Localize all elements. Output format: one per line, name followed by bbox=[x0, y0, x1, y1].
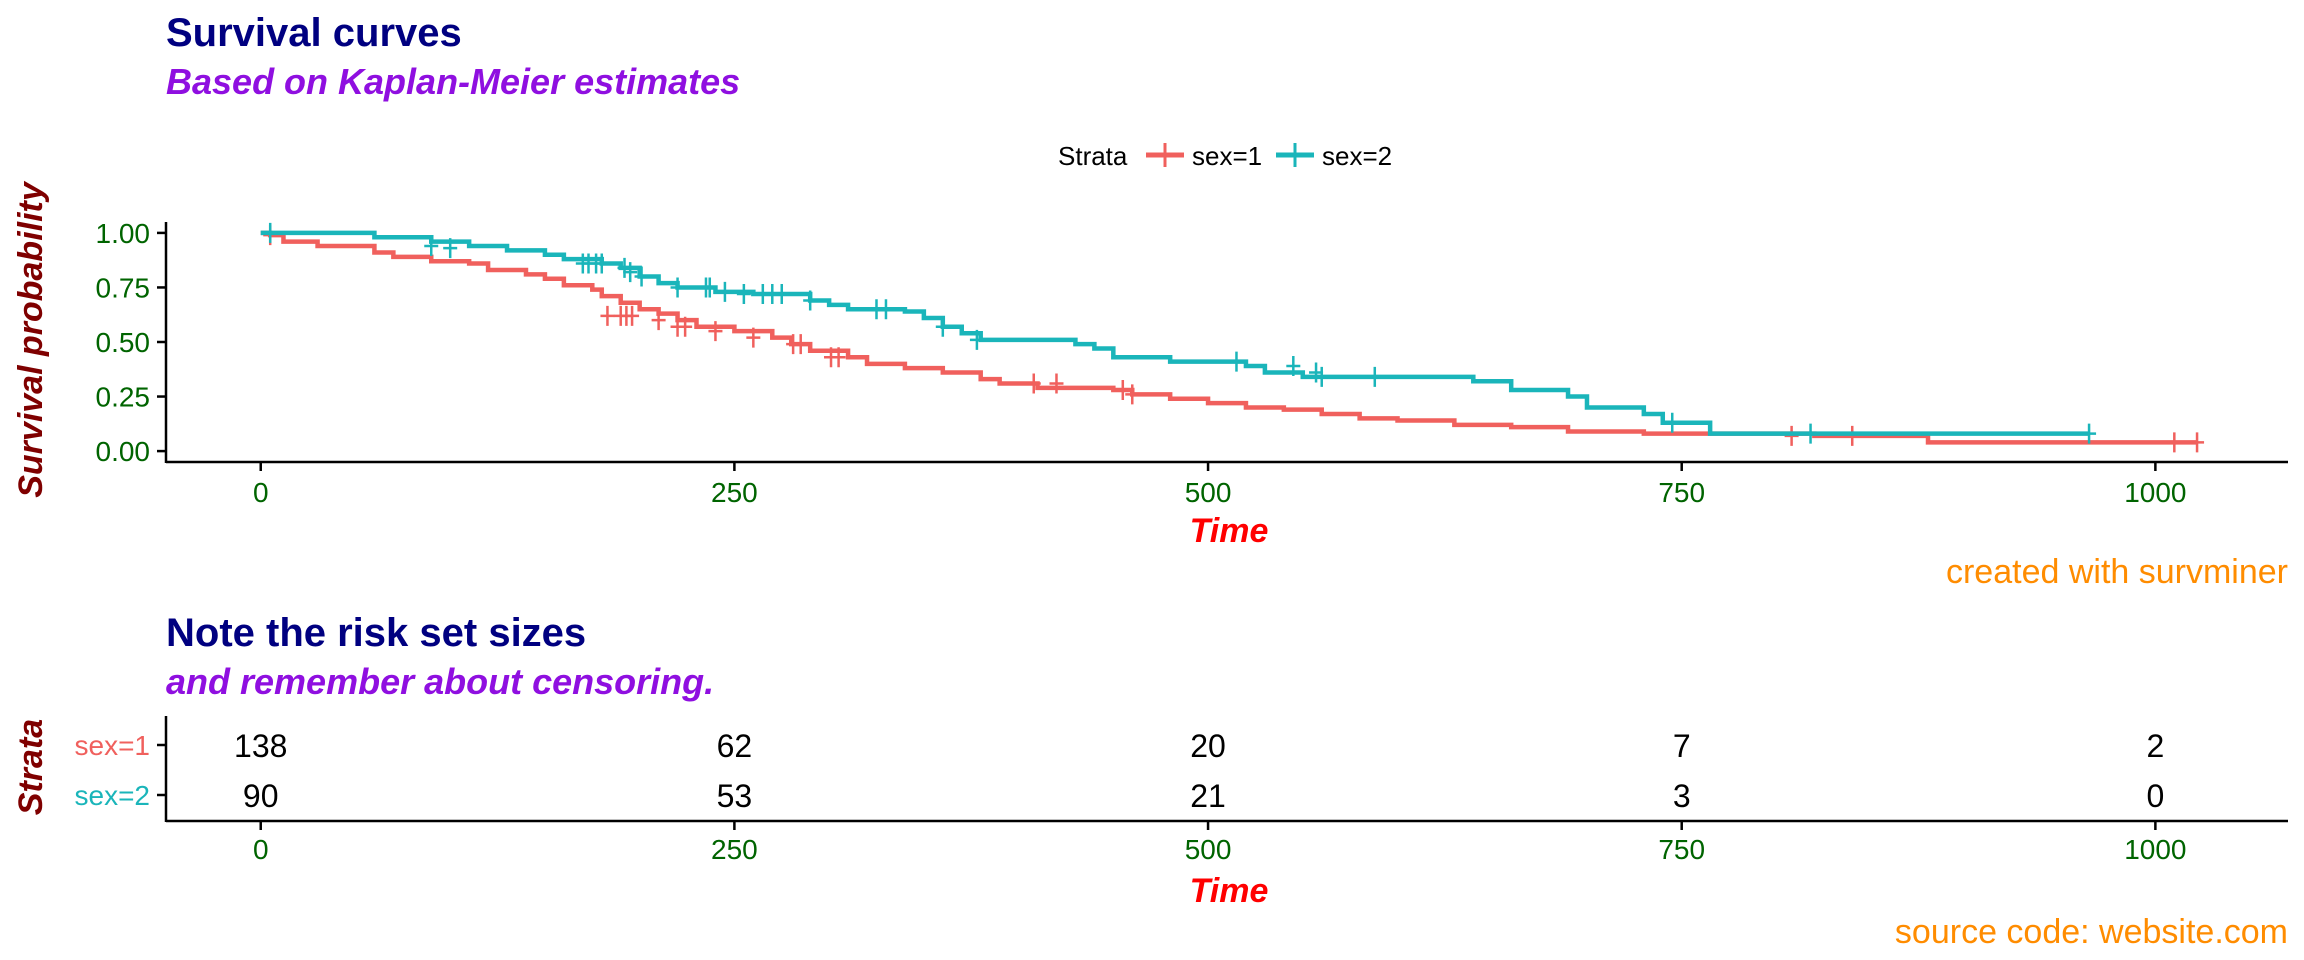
censor-mark-sex2 bbox=[935, 316, 950, 337]
censor-mark-sex2 bbox=[634, 266, 649, 287]
survival-y-tick-label: 0.50 bbox=[96, 327, 151, 358]
risk-count-cell: 3 bbox=[1673, 778, 1691, 814]
legend-label-sex2: sex=2 bbox=[1322, 141, 1392, 171]
censor-mark-sex2 bbox=[263, 222, 278, 243]
censor-mark-sex1 bbox=[2167, 432, 2182, 453]
legend-title: Strata bbox=[1058, 141, 1128, 171]
censor-mark-sex1 bbox=[600, 305, 615, 326]
risk-count-cell: 7 bbox=[1673, 728, 1691, 764]
censor-mark-sex1 bbox=[793, 334, 808, 355]
risk-count-cell: 0 bbox=[2146, 778, 2164, 814]
censor-mark-sex1 bbox=[2190, 432, 2205, 453]
survival-y-axis-title: Survival probability bbox=[12, 180, 50, 498]
survival-x-tick-label: 1000 bbox=[2124, 477, 2186, 508]
censor-mark-sex1 bbox=[708, 321, 723, 342]
risk-x-tick-label: 250 bbox=[711, 834, 758, 865]
risk-table-cells: 138 62 20 7 2 90 53 21 3 0 bbox=[234, 728, 2164, 814]
censor-mark-sex2 bbox=[774, 284, 789, 304]
survival-curve-sex1 bbox=[260, 230, 2198, 445]
risk-count-cell: 62 bbox=[717, 728, 753, 764]
survival-x-tick-label: 750 bbox=[1658, 477, 1705, 508]
survival-x-ticks: 0 250 500 750 1000 bbox=[253, 462, 2187, 508]
risk-count-cell: 21 bbox=[1190, 778, 1226, 814]
censor-mark-sex1 bbox=[831, 347, 846, 368]
risk-count-cell: 20 bbox=[1190, 728, 1226, 764]
censor-mark-sex2 bbox=[1229, 351, 1244, 372]
survival-title: Survival curves bbox=[166, 11, 462, 55]
risk-count-cell: 138 bbox=[234, 728, 287, 764]
censor-mark-sex2 bbox=[702, 277, 717, 298]
risk-x-tick-label: 1000 bbox=[2124, 834, 2186, 865]
censor-mark-sex2 bbox=[1314, 366, 1329, 387]
censor-mark-sex2 bbox=[1803, 423, 1818, 444]
censor-mark-sex2 bbox=[1665, 412, 1680, 433]
censor-mark-sex1 bbox=[625, 305, 640, 326]
legend-item-sex2: sex=2 bbox=[1276, 141, 1392, 171]
risk-x-tick-label: 0 bbox=[253, 834, 269, 865]
legend-item-sex1: sex=1 bbox=[1146, 141, 1262, 171]
censor-mark-sex2 bbox=[717, 281, 732, 302]
risk-strata-labels: sex=1 sex=2 bbox=[75, 730, 166, 811]
survival-caption: created with survminer bbox=[1946, 553, 2288, 591]
survival-x-tick-label: 250 bbox=[711, 477, 758, 508]
censor-mark-sex2 bbox=[878, 299, 893, 320]
censor-mark-sex1 bbox=[746, 327, 761, 348]
risk-x-axis-title: Time bbox=[1190, 872, 1269, 910]
risk-y-axis-title: Strata bbox=[12, 719, 50, 815]
censor-mark-sex2 bbox=[424, 236, 439, 256]
risk-count-cell: 90 bbox=[243, 778, 279, 814]
censor-mark-sex1 bbox=[678, 316, 693, 337]
censor-mark-sex2 bbox=[443, 238, 458, 259]
censor-mark-sex1 bbox=[1026, 373, 1041, 394]
risk-caption: source code: website.com bbox=[1895, 913, 2288, 951]
survival-x-tick-label: 500 bbox=[1185, 477, 1232, 508]
survival-x-tick-label: 0 bbox=[253, 477, 269, 508]
risk-subtitle: and remember about censoring. bbox=[166, 661, 714, 702]
risk-x-tick-label: 500 bbox=[1185, 834, 1232, 865]
risk-x-ticks: 0 250 500 750 1000 bbox=[253, 821, 2187, 865]
censor-mark-sex2 bbox=[594, 253, 609, 274]
censor-mark-sex1 bbox=[651, 310, 666, 331]
censor-mark-sex1 bbox=[1049, 373, 1064, 394]
survival-y-tick-label: 0.75 bbox=[96, 272, 151, 303]
censor-mark-sex2 bbox=[736, 284, 751, 304]
censor-mark-sex2 bbox=[1286, 356, 1301, 376]
censor-mark-sex2 bbox=[969, 329, 984, 350]
survival-x-axis-title: Time bbox=[1190, 512, 1269, 550]
survival-curve-sex2 bbox=[260, 230, 2090, 436]
risk-title: Note the risk set sizes bbox=[166, 611, 586, 655]
survival-y-ticks: 0.00 0.25 0.50 0.75 1.00 bbox=[96, 218, 166, 467]
censor-mark-sex2 bbox=[803, 290, 818, 311]
survival-y-tick-label: 0.00 bbox=[96, 436, 151, 467]
risk-count-cell: 53 bbox=[717, 778, 753, 814]
risk-count-cell: 2 bbox=[2146, 728, 2164, 764]
risk-x-tick-label: 750 bbox=[1658, 834, 1705, 865]
censor-mark-sex2 bbox=[623, 262, 638, 283]
legend: Strata sex=1 sex=2 bbox=[1058, 141, 1392, 171]
censor-mark-sex1 bbox=[1125, 384, 1140, 405]
survival-y-tick-label: 1.00 bbox=[96, 218, 151, 249]
censor-mark-sex1 bbox=[1115, 380, 1130, 400]
survival-curves bbox=[260, 222, 2205, 453]
risk-strata-label: sex=2 bbox=[75, 780, 151, 811]
censor-mark-sex2 bbox=[670, 277, 685, 298]
legend-label-sex1: sex=1 bbox=[1192, 141, 1262, 171]
survival-subtitle: Based on Kaplan-Meier estimates bbox=[166, 61, 740, 102]
censor-mark-sex2 bbox=[2082, 423, 2097, 444]
risk-strata-label: sex=1 bbox=[75, 730, 151, 761]
censor-mark-sex2 bbox=[1367, 366, 1382, 387]
survival-y-tick-label: 0.25 bbox=[96, 382, 151, 413]
